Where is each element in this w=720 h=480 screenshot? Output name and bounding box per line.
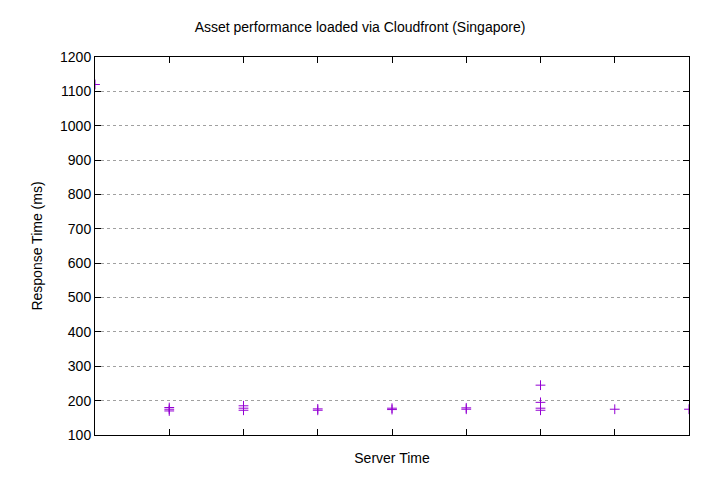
svg-text:Response Time (ms): Response Time (ms) [29,181,45,310]
svg-text:500: 500 [68,289,92,305]
svg-text:600: 600 [68,255,92,271]
svg-text:700: 700 [68,221,92,237]
svg-text:400: 400 [68,324,92,340]
svg-text:900: 900 [68,152,92,168]
svg-text:1100: 1100 [61,83,91,99]
svg-text:Asset performance loaded via C: Asset performance loaded via Cloudfront … [195,19,526,35]
svg-text:200: 200 [68,393,92,409]
svg-text:800: 800 [68,186,92,202]
svg-text:100: 100 [68,427,92,443]
svg-text:1000: 1000 [60,118,91,134]
svg-text:Server Time: Server Time [354,450,430,466]
svg-text:300: 300 [68,358,92,374]
svg-text:1200: 1200 [60,49,91,65]
